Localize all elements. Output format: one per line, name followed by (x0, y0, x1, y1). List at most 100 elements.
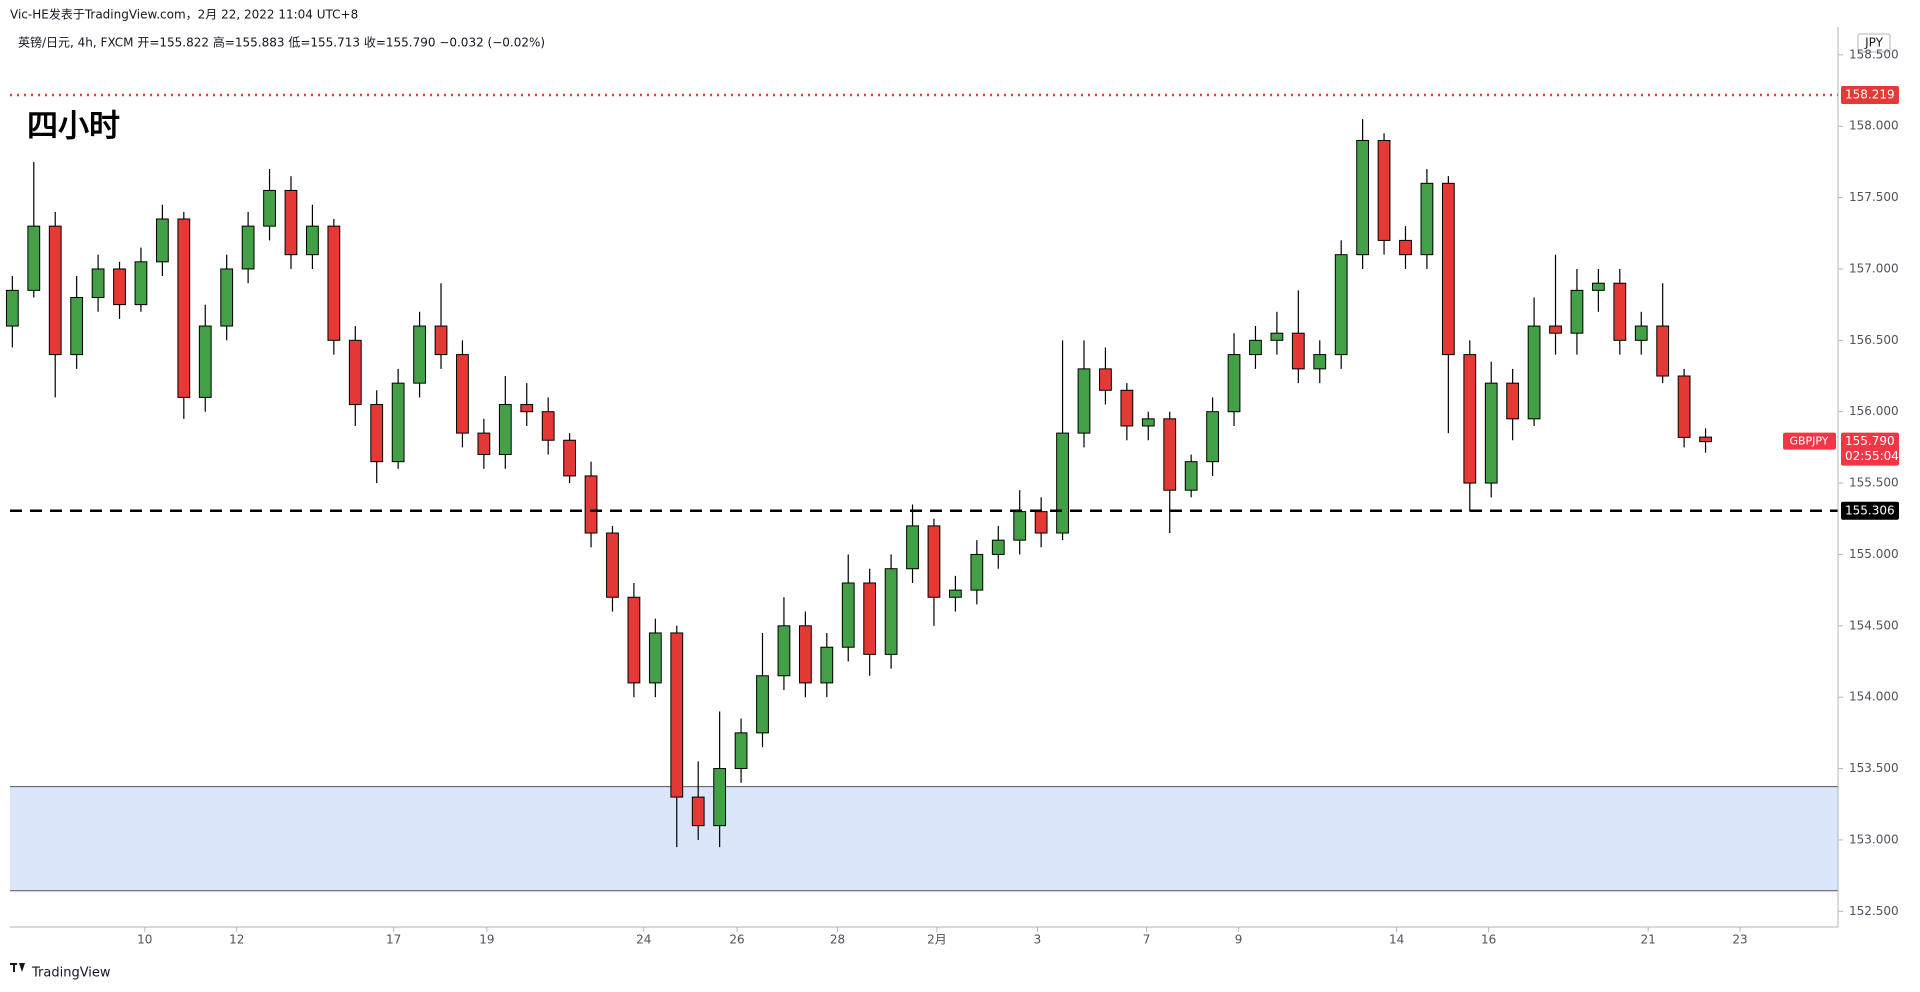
candle-body (970, 553, 984, 591)
candle-body (884, 568, 898, 655)
candle-body (520, 404, 534, 413)
y-tick-label: 157.000 (1849, 261, 1899, 275)
x-tick-label: 19 (479, 933, 494, 947)
candle-body (1634, 325, 1648, 341)
candle-body (1463, 354, 1477, 484)
candle-body (456, 354, 469, 434)
candle-body (949, 589, 962, 598)
candle-body (541, 411, 555, 441)
candle-body (1313, 354, 1327, 370)
y-tick-label: 156.500 (1849, 333, 1899, 347)
y-tick-label: 157.500 (1849, 190, 1899, 204)
candle-body (1677, 375, 1691, 438)
candle-body (263, 189, 276, 227)
x-tick-label: 14 (1389, 933, 1404, 947)
candle-body (734, 732, 748, 770)
candle-body (798, 625, 812, 684)
candle-body (563, 439, 577, 477)
candle-body (220, 268, 234, 327)
price-label: 155.306 (1845, 503, 1895, 517)
y-tick-label: 154.500 (1849, 618, 1899, 632)
candle-body (627, 596, 641, 684)
x-tick-label: 23 (1732, 933, 1747, 947)
candle-body (1527, 325, 1541, 420)
candle-body (177, 218, 191, 398)
y-tick-label: 156.000 (1849, 404, 1899, 418)
price-tag-box (1841, 432, 1899, 466)
candle-body (1399, 239, 1412, 256)
x-tick-label: 16 (1481, 933, 1496, 947)
chart-title: 四小时 (27, 109, 120, 145)
candle-body (1249, 339, 1262, 356)
candle-body (327, 225, 341, 341)
candle-body (713, 768, 727, 827)
candle-body (606, 532, 619, 598)
candle-body (584, 475, 598, 534)
candle-body (927, 525, 941, 598)
y-tick-label: 158.000 (1849, 119, 1899, 133)
candle-body (1184, 461, 1198, 491)
candle-body (1484, 382, 1498, 484)
candle-body (434, 325, 448, 356)
candle-body (1549, 325, 1562, 334)
candle-body (1570, 289, 1584, 334)
price-label-box (1841, 501, 1899, 520)
candle-body (1656, 325, 1670, 377)
candle-body (1441, 182, 1455, 356)
candle-body (198, 325, 212, 398)
candle-body (241, 225, 255, 270)
candle-body (27, 225, 41, 291)
candle-body (1420, 182, 1434, 256)
x-tick-label: 12 (229, 933, 244, 947)
footer-brand: TradingView (31, 966, 111, 981)
y-tick-label: 153.000 (1849, 832, 1899, 846)
zone (10, 786, 1838, 891)
y-tick-label: 155.500 (1849, 476, 1899, 490)
candle-body (1013, 511, 1027, 541)
candle-body (498, 404, 512, 456)
candle-body (1291, 332, 1305, 370)
candle-body (1377, 139, 1391, 241)
x-tick-label: 21 (1640, 933, 1655, 947)
candle-body (1099, 368, 1112, 391)
x-tick-label: 3 (1034, 933, 1042, 947)
y-tick-label: 155.000 (1849, 547, 1899, 561)
currency-box (1857, 33, 1891, 53)
candle-body (863, 582, 877, 655)
x-tick-label: 26 (729, 933, 744, 947)
candle-body (1120, 389, 1134, 427)
candle-body (906, 525, 919, 570)
candle-body (348, 339, 362, 406)
candle-body (70, 296, 84, 356)
x-tick-label: 28 (830, 933, 845, 947)
candle-body (1163, 418, 1177, 491)
candle-body (1056, 432, 1069, 534)
candle-body (413, 325, 426, 384)
candle-body (91, 268, 105, 298)
plot-area (5, 93, 1838, 892)
candle-body (756, 675, 769, 734)
y-tick-label: 153.500 (1849, 761, 1899, 775)
price-label: 158.219 (1845, 87, 1895, 101)
currency: JPY (1864, 36, 1884, 50)
candle-body (1206, 411, 1219, 463)
candle-body (1591, 282, 1605, 291)
candle-body (841, 582, 855, 648)
candle-body (648, 632, 662, 684)
candle-body (477, 432, 491, 456)
candle-body (777, 625, 791, 677)
candle-body (284, 189, 298, 256)
candle-body (5, 289, 19, 327)
candle-body (1356, 139, 1370, 256)
candle-body (155, 218, 169, 263)
candle-body (670, 632, 684, 798)
tv-logo (10, 963, 25, 972)
published-note: Vic-HE发表于TradingView.com，2月 22, 2022 11:… (10, 7, 358, 22)
x-tick-label: 9 (1235, 933, 1243, 947)
candle-body (991, 539, 1005, 555)
x-tick-label: 10 (137, 933, 152, 947)
candle-body (370, 404, 384, 463)
symbol-tag-box (1783, 432, 1836, 450)
